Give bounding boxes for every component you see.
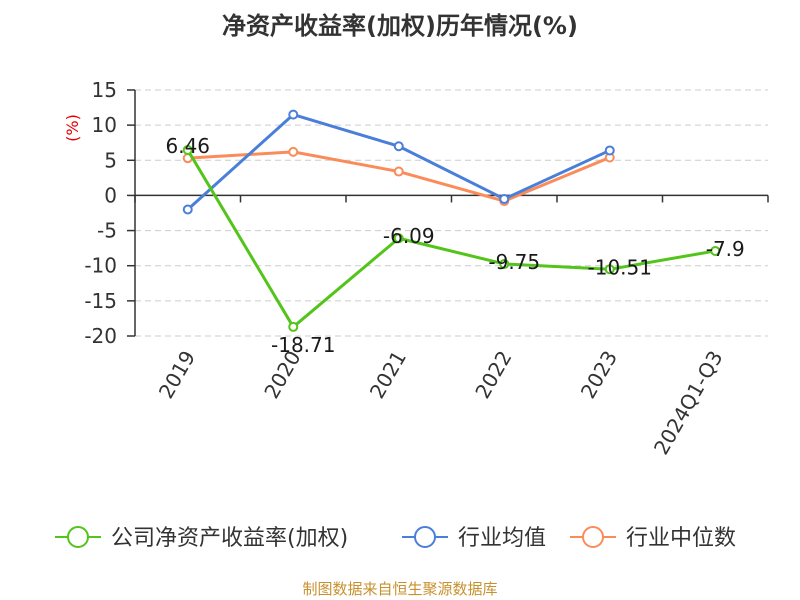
legend-label: 行业中位数 [626,526,736,551]
data-point [393,166,404,177]
y-tick-label: -5 [97,219,117,243]
data-point [604,145,615,156]
legend-swatch-marker [414,526,436,548]
data-point [393,233,404,244]
x-axis-ticks: 2019 2020 2021 2022 2023 2024Q1-Q3 [134,195,769,459]
data-point [710,245,721,256]
y-tick-label: -20 [84,324,117,348]
data-point [288,109,299,120]
source-note: 制图数据来自恒生聚源数据库 [302,580,497,598]
legend: 公司净资产收益率(加权) 行业均值 行业中位数 [55,526,736,551]
data-label: -18.71 [271,333,335,357]
x-tick-label: 2024Q1-Q3 [649,347,728,459]
x-tick-label: 2022 [470,347,516,403]
data-point [499,258,510,269]
data-label: -7.9 [706,237,745,261]
data-point [288,321,299,332]
y-axis-unit-label: (%) [63,114,82,142]
series-0 [182,145,721,332]
data-point [393,141,404,152]
y-tick-label: -15 [84,289,117,313]
series-lines [182,109,721,332]
grid-lines [135,89,768,337]
x-tick-label: 2023 [576,347,622,403]
y-tick-label: -10 [84,254,117,278]
data-label: -9.75 [488,250,540,274]
y-tick-label: 0 [104,183,117,207]
legend-item-2: 行业中位数 [570,526,736,551]
y-axis-ticks: 15 10 5 0 -5 -10 -15 -20 [84,78,135,348]
data-label: -10.51 [588,255,652,279]
legend-swatch-marker [67,526,89,548]
series-line [186,149,716,329]
chart-title: 净资产收益率(加权)历年情况(%) [222,12,578,40]
y-tick-label: 5 [104,148,117,172]
data-point [182,204,193,215]
legend-label: 公司净资产收益率(加权) [111,526,348,551]
data-point [499,193,510,204]
series-1 [182,109,615,215]
data-point [182,145,193,156]
legend-swatch-marker [582,526,604,548]
x-tick-label: 2019 [154,347,200,403]
legend-item-0: 公司净资产收益率(加权) [55,526,348,551]
x-tick-label: 2021 [365,347,411,403]
data-label: -6.09 [383,224,435,248]
data-label: 6.46 [165,134,210,158]
y-tick-label: 15 [92,78,117,102]
data-labels: 6.46 -18.71 -6.09 -9.75 -10.51 -7.9 [165,134,744,357]
data-point [288,146,299,157]
legend-label: 行业均值 [458,526,546,551]
data-point [604,264,615,275]
y-tick-label: 10 [92,113,117,137]
legend-item-1: 行业均值 [402,526,546,551]
axes [134,90,768,336]
